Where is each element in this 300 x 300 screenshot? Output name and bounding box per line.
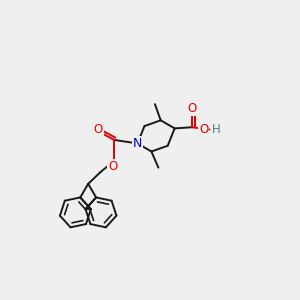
Text: O: O (188, 102, 197, 115)
Text: O: O (108, 160, 118, 173)
Text: H: H (212, 123, 220, 136)
Text: N: N (133, 137, 142, 150)
Text: O: O (94, 123, 103, 136)
Text: O: O (199, 123, 208, 136)
